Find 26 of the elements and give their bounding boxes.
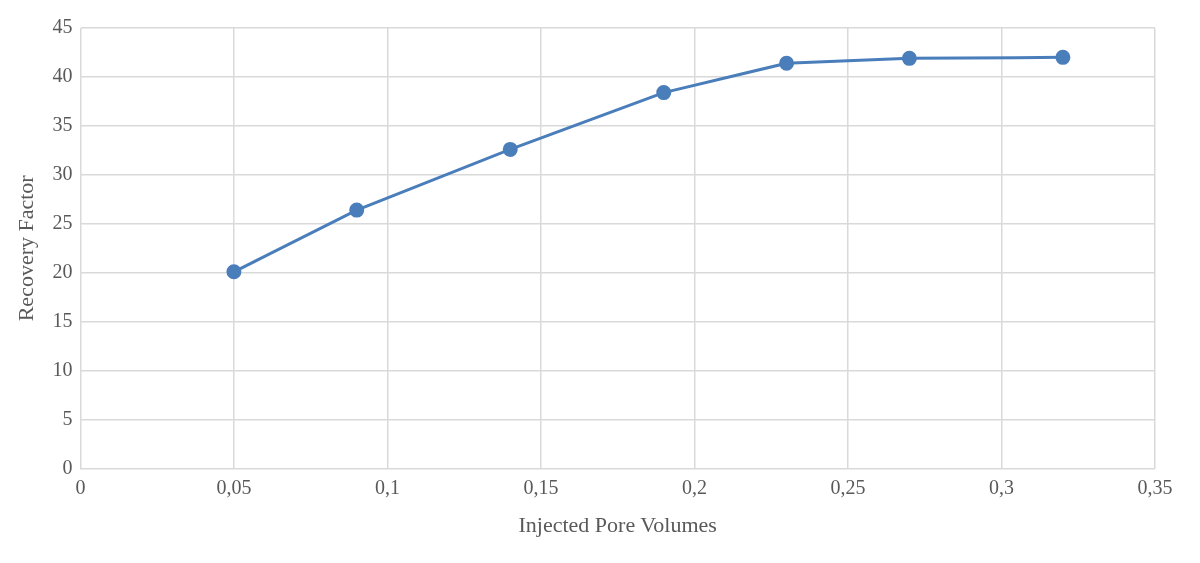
y-tick-label: 20 (52, 260, 73, 283)
point (901, 50, 917, 66)
x-tick-label: 0,25 (830, 475, 866, 498)
y-tick-label: 5 (62, 406, 73, 429)
x-tick-label: 0,2 (681, 475, 707, 498)
point (226, 264, 242, 280)
x-axis-title: Injected Pore Volumes (518, 511, 717, 537)
x-tick-label: 0,15 (523, 475, 559, 498)
y-tick-label: 40 (52, 64, 73, 87)
point (779, 55, 795, 71)
y-tick-label: 10 (52, 357, 73, 380)
point (502, 141, 518, 157)
y-tick-label: 45 (52, 15, 73, 38)
y-tick-label: 25 (52, 211, 73, 234)
point (1055, 49, 1071, 65)
x-tick-label: 0,1 (374, 475, 400, 498)
x-tick-label: 0,35 (1137, 475, 1173, 498)
y-tick-label: 0 (62, 455, 73, 478)
x-tick-label: 0,05 (216, 475, 252, 498)
point (656, 85, 672, 101)
point (349, 202, 365, 218)
x-tick-label: 0,3 (988, 475, 1014, 498)
y-tick-label: 30 (52, 162, 73, 185)
y-axis-title: Recovery Factor (12, 174, 38, 322)
y-tick-label: 15 (52, 308, 73, 331)
y-tick-label: 35 (52, 113, 73, 136)
